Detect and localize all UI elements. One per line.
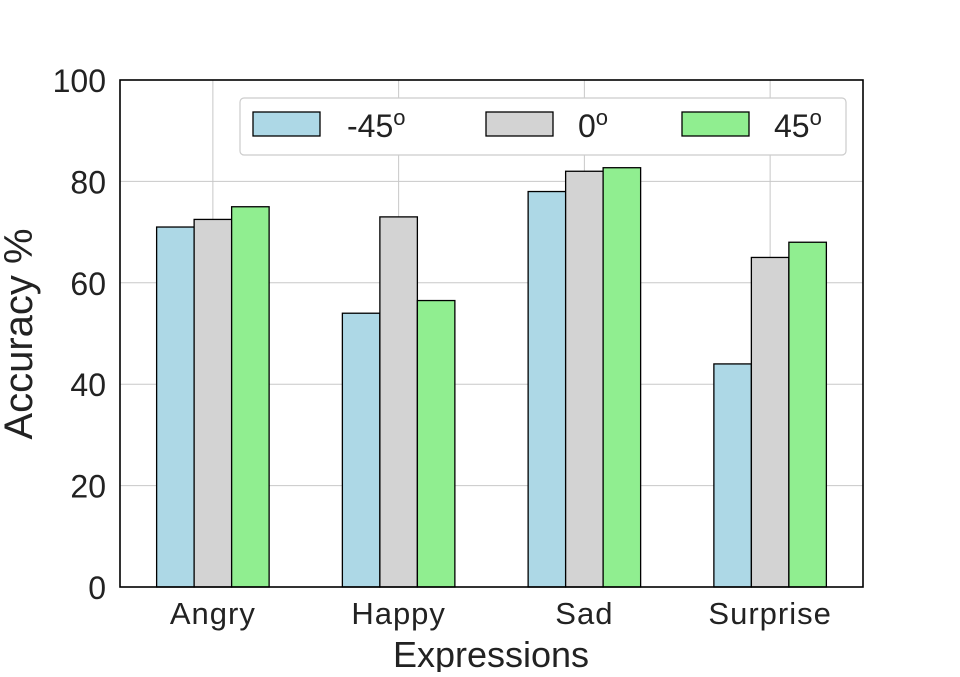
y-axis-label: Accuracy %	[0, 228, 41, 439]
y-tick-label: 40	[70, 367, 106, 403]
y-tick-label: 60	[70, 266, 106, 302]
bars	[155, 167, 828, 588]
y-tick-label: 80	[70, 164, 106, 200]
bar-happy-series-1	[379, 216, 419, 588]
legend-label-2: 45o	[774, 105, 822, 144]
legend: -45o 0o 45o	[239, 97, 847, 156]
legend-swatch-0	[252, 111, 321, 137]
bar-surprise-series-1	[750, 256, 790, 588]
x-tick-label: Happy	[351, 596, 446, 631]
legend-swatch-1	[485, 111, 554, 137]
x-tick-label: Sad	[555, 596, 613, 631]
legend-label-text: 0	[578, 108, 596, 144]
legend-label-0: -45o	[347, 105, 406, 144]
legend-label-degree: o	[596, 105, 608, 130]
bar-sad-series-2	[602, 167, 642, 588]
legend-label-text: 45	[774, 108, 810, 144]
bar-angry-series-2	[230, 206, 270, 588]
bar-surprise-series-0	[713, 363, 753, 588]
legend-label-degree: o	[810, 105, 822, 130]
bar-angry-series-0	[155, 226, 195, 588]
y-tick-label: 0	[88, 570, 106, 606]
x-tick-label: Angry	[170, 596, 256, 631]
y-ticks: 0 20 40 60 80 100	[53, 63, 106, 606]
bar-sad-series-1	[564, 170, 604, 588]
bar-happy-series-2	[416, 299, 456, 588]
legend-label-text: -45	[347, 108, 393, 144]
x-axis-label: Expressions	[393, 634, 589, 672]
legend-label-1: 0o	[578, 105, 608, 144]
x-tick-label: Surprise	[708, 596, 831, 631]
legend-swatch-2	[681, 111, 750, 137]
bar-happy-series-0	[341, 312, 381, 588]
plot-frame	[119, 79, 864, 588]
bar-angry-series-1	[193, 218, 233, 588]
bar-sad-series-0	[527, 190, 567, 588]
x-ticks: Angry Happy Sad Surprise	[170, 596, 831, 631]
legend-label-degree: o	[393, 105, 405, 130]
bar-surprise-series-2	[788, 241, 828, 588]
y-tick-label: 20	[70, 469, 106, 505]
y-tick-label: 100	[53, 63, 106, 99]
